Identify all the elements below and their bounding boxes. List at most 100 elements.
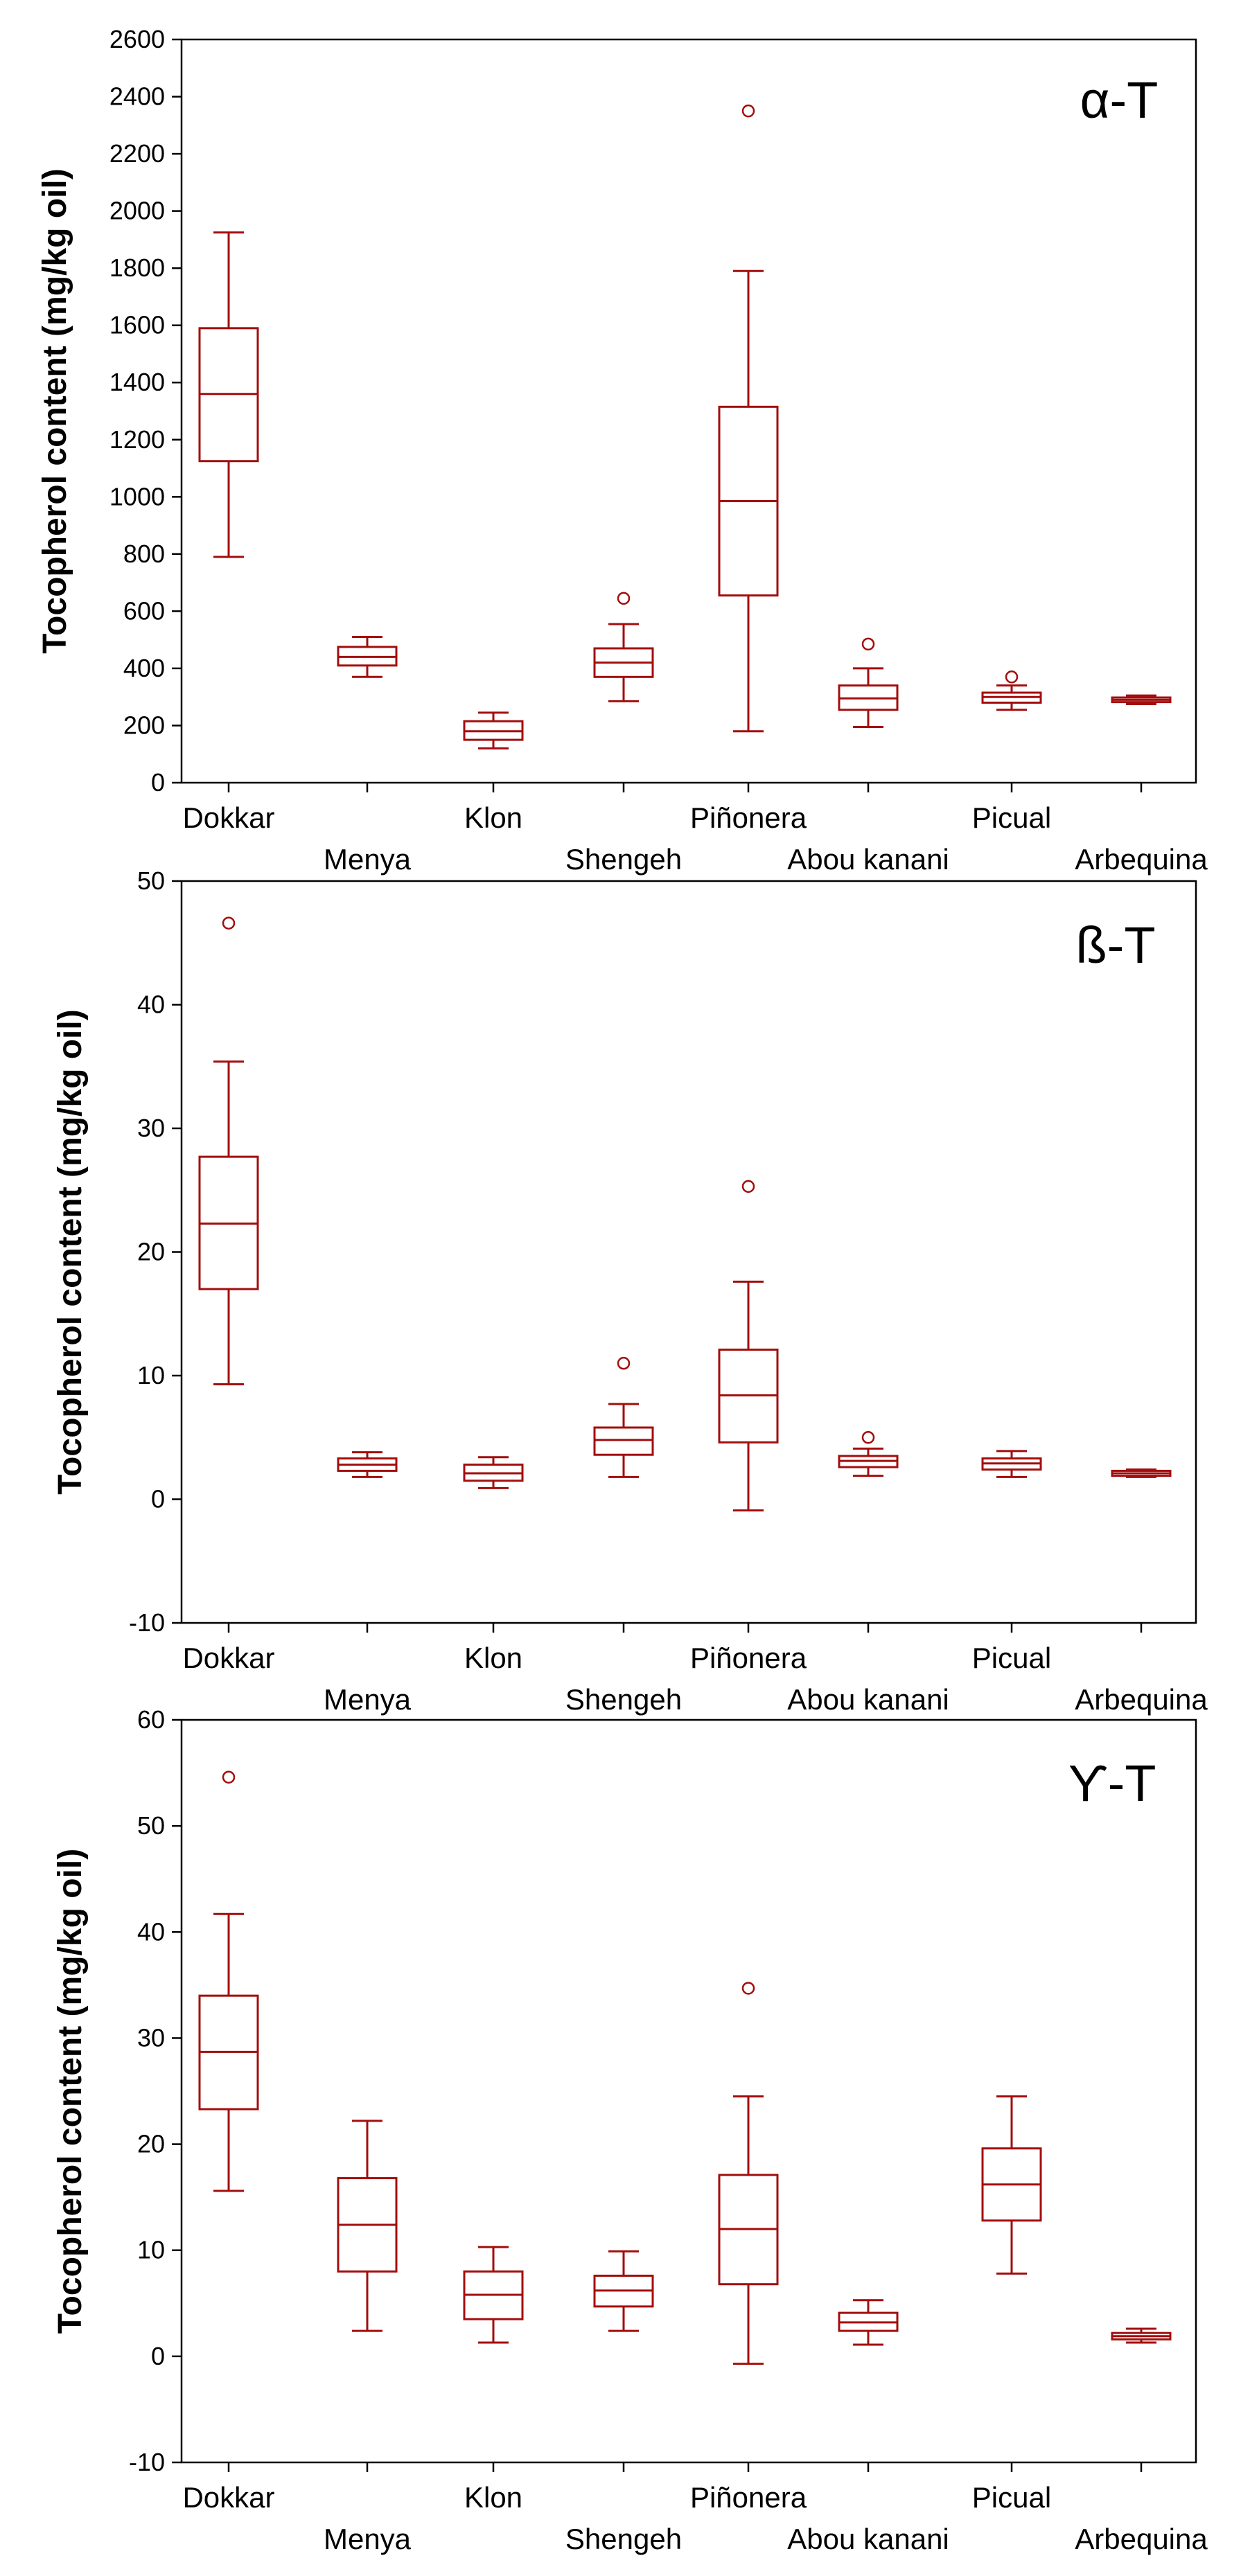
- panel-title: ß-T: [1075, 916, 1155, 974]
- y-tick-label: 400: [123, 654, 165, 682]
- outlier-point: [741, 1180, 755, 1193]
- category-label-pinonera: Piñonera: [690, 2481, 807, 2514]
- y-tick-label: 40: [137, 991, 165, 1019]
- y-tick-label: 0: [151, 1485, 165, 1513]
- y-tick-label: 1400: [109, 368, 165, 396]
- outlier-point: [617, 592, 631, 605]
- box-pinonera: [718, 1180, 779, 1512]
- box-klon: [463, 2246, 524, 2344]
- y-tick-label: 1800: [109, 254, 165, 282]
- panel-2: -10 0 10 20 30 40 50 Dokkar Menya Klon ShengehPiño…: [52, 867, 1208, 1716]
- y-tick-label: 20: [137, 1238, 165, 1266]
- y-tick-label: 2200: [109, 139, 165, 168]
- y-tick-label: 10: [137, 1361, 165, 1389]
- category-label-abou-kanani: Abou kanani: [787, 1683, 949, 1716]
- y-tick-label: 200: [123, 711, 165, 739]
- box-klon: [463, 1456, 524, 1489]
- category-label-picual: Picual: [972, 801, 1051, 834]
- y-tick-label: 50: [137, 867, 165, 895]
- y-tick-label: 50: [137, 1811, 165, 1840]
- outlier-point: [741, 1982, 755, 1995]
- plot-frame: [180, 1718, 1197, 2464]
- box-dokkar: [198, 1770, 259, 2192]
- y-tick-label: 1600: [109, 311, 165, 339]
- category-label-abou-kanani: Abou kanani: [787, 843, 949, 876]
- y-tick-label: 600: [123, 596, 165, 625]
- outlier-point: [222, 1770, 236, 1784]
- y-tick-label: 0: [151, 768, 165, 797]
- box-pinonera: [718, 104, 779, 733]
- outlier-point: [1005, 670, 1019, 684]
- y-tick-label: 20: [137, 2130, 165, 2158]
- y-tick-label: 60: [137, 1705, 165, 1734]
- panel-title: α-T: [1080, 71, 1159, 129]
- category-label-dokkar: Dokkar: [182, 1642, 274, 1674]
- y-tick-label: 1200: [109, 425, 165, 454]
- y-tick-label: -10: [129, 2448, 165, 2476]
- y-tick-label: 30: [137, 2023, 165, 2052]
- y-tick-label: 0: [151, 2342, 165, 2370]
- category-label-arbequina: Arbequina: [1075, 843, 1208, 876]
- category-label-menya: Menya: [324, 1683, 412, 1716]
- category-label-picual: Picual: [972, 2481, 1051, 2514]
- box-menya: [337, 636, 398, 678]
- box-arbequina: [1111, 2327, 1172, 2344]
- y-tick-label: 10: [137, 2236, 165, 2264]
- category-label-dokkar: Dokkar: [182, 801, 274, 834]
- category-label-dokkar: Dokkar: [182, 2481, 274, 2514]
- iqr-box: [593, 1426, 654, 1456]
- category-label-pinonera: Piñonera: [690, 1642, 807, 1674]
- category-label-arbequina: Arbequina: [1075, 1683, 1208, 1716]
- outlier-point: [617, 1356, 631, 1370]
- category-label-klon: Klon: [464, 2481, 522, 2514]
- box-arbequina: [1111, 1468, 1172, 1478]
- category-label-shengeh: Shengeh: [565, 843, 682, 876]
- outlier-point: [861, 637, 875, 651]
- category-label-picual: Picual: [972, 1642, 1051, 1674]
- box-klon: [463, 711, 524, 749]
- box-abou-kanani: [838, 2299, 899, 2346]
- outlier-point: [741, 104, 755, 118]
- panel-3: -100102030405060DokkarMenyaKlonShengehPi…: [52, 1705, 1208, 2555]
- box-abou-kanani: [838, 1431, 899, 1477]
- box-dokkar: [198, 231, 259, 558]
- box-dokkar: [198, 916, 259, 1385]
- y-tick-label: 1000: [109, 482, 165, 510]
- y-tick-label: 2000: [109, 197, 165, 225]
- box-pinonera: [718, 1982, 779, 2365]
- category-label-abou-kanani: Abou kanani: [787, 2523, 949, 2555]
- category-label-shengeh: Shengeh: [565, 2523, 682, 2555]
- category-label-menya: Menya: [324, 2523, 412, 2555]
- y-tick-label: 2400: [109, 82, 165, 111]
- y-axis-label: Tocopherol content (mg/kg oil): [37, 168, 73, 653]
- y-tick-label: 30: [137, 1114, 165, 1142]
- box-shengeh: [593, 2250, 654, 2332]
- panel-title: ϒ-T: [1068, 1755, 1156, 1812]
- box-picual: [981, 2095, 1042, 2275]
- box-picual: [981, 1450, 1042, 1478]
- category-label-menya: Menya: [324, 843, 412, 876]
- box-abou-kanani: [838, 637, 899, 729]
- y-tick-label: -10: [129, 1608, 165, 1637]
- panel-1: 0 200 400 600 800 1000 1200 1400 1600 1800 2000 220…: [37, 25, 1208, 876]
- y-axis-label: Tocopherol content (mg/kg oil): [52, 1849, 89, 2334]
- box-menya: [337, 2120, 398, 2332]
- box-menya: [337, 1451, 398, 1478]
- outlier-point: [861, 1431, 875, 1444]
- plot-frame: [180, 880, 1197, 1624]
- box-arbequina: [1111, 694, 1172, 706]
- y-tick-label: 800: [123, 540, 165, 568]
- category-label-klon: Klon: [464, 801, 522, 834]
- outlier-point: [222, 916, 236, 930]
- box-shengeh: [593, 1356, 654, 1478]
- category-label-arbequina: Arbequina: [1075, 2523, 1208, 2555]
- plot-frame: [180, 38, 1197, 784]
- y-tick-label: 2600: [109, 25, 165, 53]
- y-axis-label: Tocopherol content (mg/kg oil): [52, 1009, 89, 1494]
- box-picual: [981, 670, 1042, 711]
- y-tick-label: 40: [137, 1917, 165, 1946]
- category-label-klon: Klon: [464, 1642, 522, 1674]
- category-label-shengeh: Shengeh: [565, 1683, 682, 1716]
